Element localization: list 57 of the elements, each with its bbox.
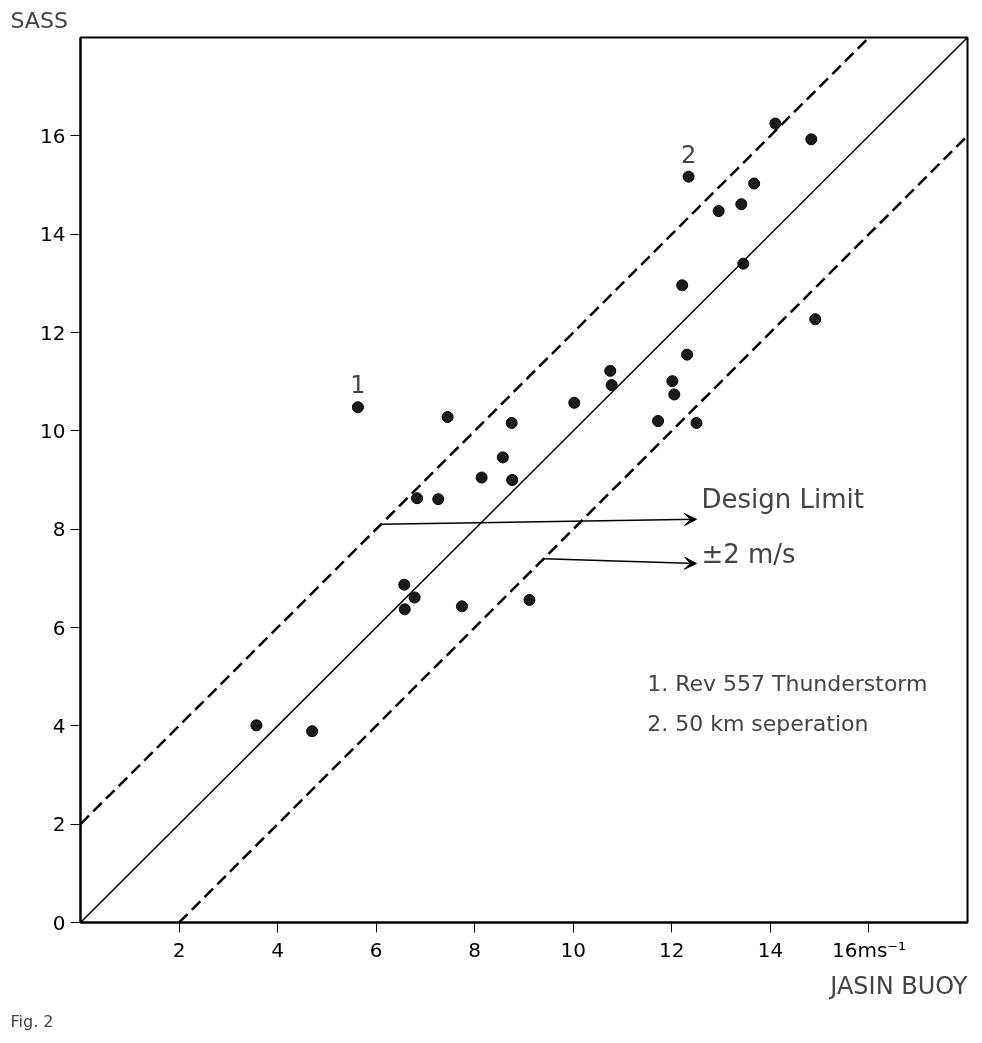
annotation: 1. Rev 557 Thunderstorm bbox=[647, 671, 928, 697]
point bbox=[681, 348, 694, 361]
y-tick-label: 14 bbox=[40, 222, 66, 247]
caption: Fig. 2 bbox=[10, 1011, 54, 1031]
point bbox=[604, 364, 617, 377]
point bbox=[432, 493, 445, 506]
point bbox=[306, 725, 319, 738]
annotation: Design Limit bbox=[701, 484, 864, 515]
y-tick-label: 8 bbox=[52, 517, 66, 542]
point bbox=[351, 401, 364, 414]
y-tick-label: 2 bbox=[52, 812, 66, 837]
annotation: 1 bbox=[350, 371, 366, 400]
y-tick-label: 6 bbox=[52, 615, 66, 640]
point bbox=[505, 416, 518, 429]
y-tick-label: 0 bbox=[52, 910, 66, 935]
x-tick-label: 16ms⁻¹ bbox=[831, 937, 906, 962]
point bbox=[411, 492, 424, 505]
y-tick-label: 10 bbox=[40, 418, 66, 443]
point bbox=[652, 415, 665, 427]
point bbox=[408, 591, 421, 604]
point bbox=[496, 451, 509, 464]
y-tick-label: 4 bbox=[52, 713, 66, 738]
point bbox=[690, 416, 703, 429]
point bbox=[735, 198, 748, 211]
point bbox=[668, 388, 681, 401]
point bbox=[666, 375, 679, 388]
y-tick-label: 12 bbox=[40, 320, 66, 345]
point bbox=[523, 593, 536, 606]
point bbox=[455, 600, 468, 613]
annotation: 2 bbox=[680, 140, 697, 169]
point bbox=[712, 205, 725, 218]
y-axis-title: SASS bbox=[10, 7, 68, 33]
point bbox=[676, 279, 689, 292]
point bbox=[441, 411, 454, 424]
point bbox=[568, 396, 581, 409]
point bbox=[769, 117, 782, 130]
point bbox=[748, 177, 761, 190]
x-tick-label: 10 bbox=[560, 937, 587, 962]
x-tick-label: 6 bbox=[369, 937, 383, 962]
x-tick-label: 8 bbox=[468, 937, 482, 962]
point bbox=[682, 170, 695, 183]
point bbox=[398, 578, 411, 591]
point bbox=[475, 471, 488, 484]
point bbox=[805, 133, 818, 146]
x-tick-label: 4 bbox=[271, 937, 284, 962]
x-tick-label: 12 bbox=[659, 937, 685, 962]
point bbox=[506, 474, 519, 486]
annotation: ±2 m/s bbox=[701, 538, 796, 569]
annotation: 2. 50 km seperation bbox=[647, 710, 869, 736]
point bbox=[250, 719, 263, 732]
point bbox=[398, 603, 411, 616]
point bbox=[809, 313, 822, 326]
y-tick-label: 16 bbox=[40, 123, 66, 148]
x-axis-title: JASIN BUOY bbox=[828, 971, 968, 1000]
x-tick-label: 2 bbox=[172, 937, 186, 962]
x-tick-label: 14 bbox=[757, 937, 784, 962]
point bbox=[605, 379, 618, 392]
